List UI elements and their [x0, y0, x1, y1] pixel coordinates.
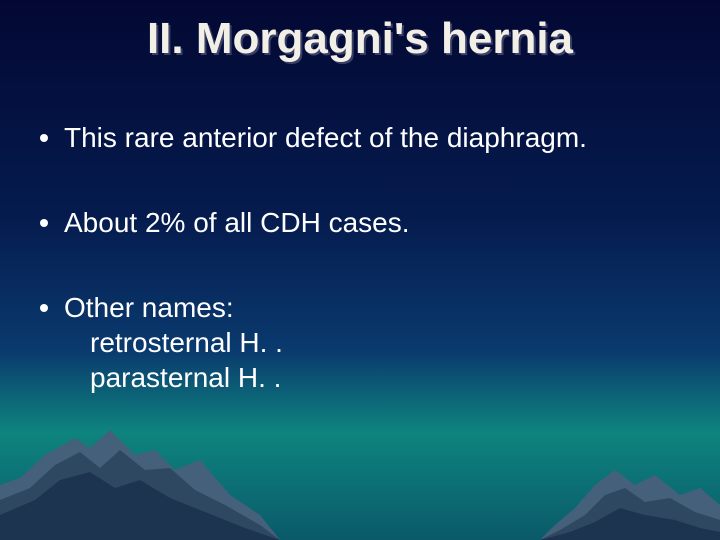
bullet-text: About 2% of all CDH cases.: [64, 205, 410, 240]
bullet-dot-icon: [40, 219, 48, 227]
bullet-text-line: Other names:: [64, 292, 234, 323]
bullet-dot-icon: [40, 304, 48, 312]
bullet-subitem: parasternal H. .: [90, 360, 283, 395]
bullet-subitem: retrosternal H. .: [90, 325, 283, 360]
mountain-decoration: [540, 430, 720, 540]
title-text: II. Morgagni's hernia: [0, 14, 720, 64]
slide: II. Morgagni's hernia II. Morgagni's her…: [0, 0, 720, 540]
mountain-decoration: [0, 400, 280, 540]
bullet-text: Other names: retrosternal H. . parastern…: [64, 290, 283, 395]
bullet-item: Other names: retrosternal H. . parastern…: [40, 290, 690, 395]
bullet-text: This rare anterior defect of the diaphra…: [64, 120, 587, 155]
bullet-dot-icon: [40, 134, 48, 142]
bullet-item: This rare anterior defect of the diaphra…: [40, 120, 690, 155]
slide-title: II. Morgagni's hernia II. Morgagni's her…: [0, 14, 720, 64]
bullet-list: This rare anterior defect of the diaphra…: [40, 120, 690, 445]
bullet-item: About 2% of all CDH cases.: [40, 205, 690, 240]
